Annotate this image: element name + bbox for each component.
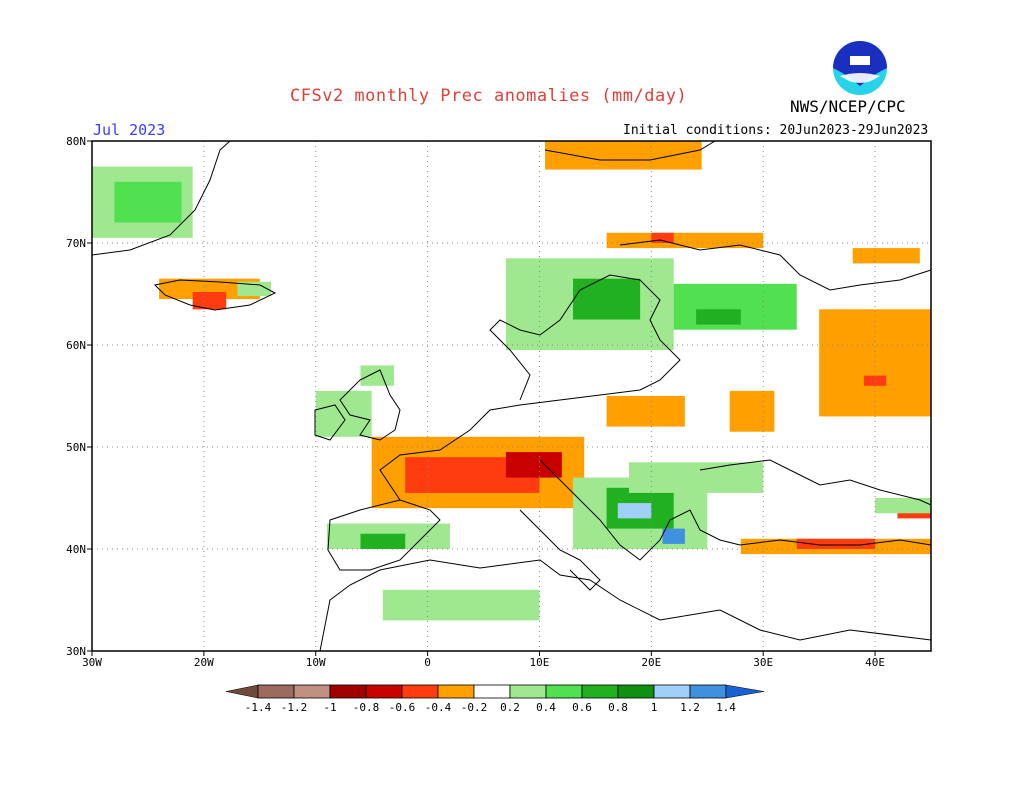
anomaly-cell — [505, 452, 562, 478]
map-frame — [91, 140, 932, 652]
anomaly-cell — [360, 365, 395, 386]
colorbar-swatch — [581, 684, 619, 699]
agency-label: NWS/NCEP/CPC — [790, 97, 906, 116]
colorbar-swatch — [293, 684, 331, 699]
colorbar-swatch — [257, 684, 295, 699]
lat-tick-label: 30N — [66, 645, 86, 658]
anomaly-cell — [573, 278, 641, 320]
forecast-period: Jul 2023 — [93, 121, 166, 139]
anomaly-cell — [360, 533, 406, 549]
colorbar-label: -0.8 — [353, 701, 380, 714]
anomaly-cell — [237, 281, 271, 297]
anomaly-cell — [114, 181, 182, 223]
anomaly-cell — [382, 589, 540, 621]
anomaly-cell — [192, 291, 227, 310]
colorbar-label: 1.2 — [680, 701, 700, 714]
anomaly-cell — [315, 390, 372, 437]
anomaly-cell — [852, 248, 920, 264]
anomaly-cell — [651, 232, 674, 243]
anomaly-cell — [819, 309, 931, 417]
colorbar-label: -0.4 — [425, 701, 452, 714]
colorbar-label: 1 — [651, 701, 658, 714]
lat-tick-label: 60N — [66, 339, 86, 352]
anomaly-cell — [617, 503, 652, 519]
colorbar-label: -1.4 — [245, 701, 272, 714]
axis-ticks: 30W 20W 10W 0 10E 20E 30E 40E 30N 40N 50N 60N 70N 80N — [66, 135, 885, 669]
anomaly-cell — [545, 141, 702, 170]
colorbar-swatch — [401, 684, 439, 699]
colorbar-swatch — [545, 684, 583, 699]
anomaly-cell — [606, 232, 764, 249]
map-title: CFSv2 monthly Prec anomalies (mm/day) — [290, 86, 688, 106]
colorbar-high-arrow — [725, 684, 765, 699]
colorbar-label: -0.6 — [389, 701, 416, 714]
colorbar-swatch — [437, 684, 475, 699]
lon-tick-label: 10E — [530, 656, 550, 669]
anomaly-cell — [875, 498, 931, 514]
lat-tick-label: 80N — [66, 135, 86, 148]
anomaly-cell — [606, 396, 685, 427]
lat-tick-label: 70N — [66, 237, 86, 250]
colorbar-low-arrow — [225, 684, 259, 699]
anomaly-cell — [159, 278, 260, 300]
colorbar-swatch — [617, 684, 655, 699]
lon-tick-label: 20E — [641, 656, 661, 669]
colorbar-swatch — [473, 684, 511, 699]
lon-tick-label: 30W — [82, 656, 102, 669]
anomaly-cell — [628, 462, 764, 493]
colorbar-label: 0.8 — [608, 701, 628, 714]
lon-tick-label: 0 — [424, 656, 431, 669]
anomaly-cell — [729, 390, 775, 432]
anomaly-cell — [696, 309, 741, 325]
lat-tick-label: 40N — [66, 543, 86, 556]
colorbar-swatch — [689, 684, 727, 699]
anomaly-cell — [662, 528, 685, 544]
noaa-logo-icon — [833, 41, 887, 95]
gridlines — [92, 141, 931, 651]
colorbar-swatch — [329, 684, 367, 699]
anomaly-layer — [92, 141, 931, 621]
colorbar-label: -1.2 — [281, 701, 308, 714]
colorbar-swatch — [509, 684, 547, 699]
initial-conditions: Initial conditions: 20Jun2023-29Jun2023 — [623, 123, 929, 138]
colorbar-label: 0.2 — [500, 701, 520, 714]
colorbar-swatch — [653, 684, 691, 699]
colorbar-label: -1 — [323, 701, 336, 714]
lat-tick-label: 50N — [66, 441, 86, 454]
colorbar-label: -0.2 — [461, 701, 488, 714]
colorbar-label: 0.6 — [572, 701, 592, 714]
colorbar-swatch — [365, 684, 403, 699]
coastlines — [91, 140, 932, 652]
lon-tick-label: 40E — [865, 656, 885, 669]
plot-border — [91, 140, 932, 652]
lon-tick-label: 30E — [753, 656, 773, 669]
anomaly-cell — [863, 375, 887, 386]
colorbar: -1.4 -1.2 -1 -0.8 -0.6 -0.4 -0.2 0.2 0.4 0.6 0.8 1 1… — [225, 684, 765, 714]
colorbar-label: 1.4 — [716, 701, 736, 714]
lon-tick-label: 10W — [306, 656, 326, 669]
lon-tick-label: 20W — [194, 656, 214, 669]
anomaly-cell — [796, 538, 876, 549]
colorbar-label: 0.4 — [536, 701, 556, 714]
